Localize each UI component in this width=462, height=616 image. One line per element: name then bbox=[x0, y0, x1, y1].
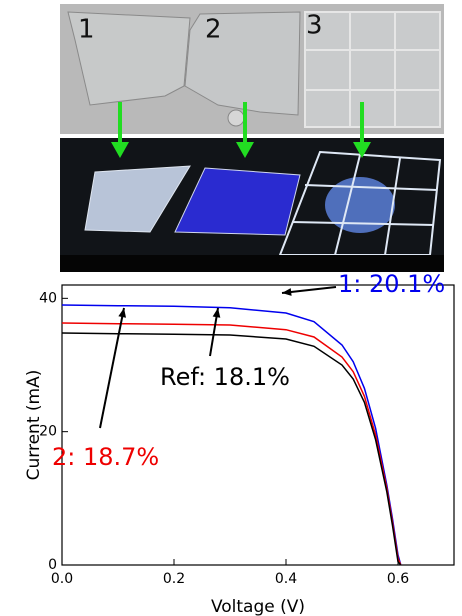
photo-label: 1 bbox=[78, 15, 95, 45]
page: {"photo_labels": ["1", "2", "3"], "chart… bbox=[0, 0, 462, 616]
x-tick-label: 0.4 bbox=[275, 571, 297, 587]
photo-label: 3 bbox=[306, 11, 323, 41]
y-tick-label: 20 bbox=[39, 424, 57, 440]
annotation: Ref: 18.1% bbox=[160, 363, 290, 391]
droplet bbox=[228, 110, 244, 126]
annotation-arrow bbox=[100, 308, 124, 428]
y-tick-label: 0 bbox=[48, 557, 57, 573]
x-axis-title: Voltage (V) bbox=[211, 597, 305, 616]
x-tick-label: 0.0 bbox=[51, 571, 73, 587]
annotation: 2: 18.7% bbox=[52, 443, 159, 471]
glass-grid bbox=[305, 12, 440, 127]
arrow-head bbox=[213, 308, 221, 318]
photo-top bbox=[60, 4, 444, 134]
arrow-head bbox=[118, 308, 126, 318]
y-tick-label: 40 bbox=[39, 290, 57, 306]
x-tick-label: 0.2 bbox=[163, 571, 185, 587]
annotation: 1: 20.1% bbox=[338, 270, 445, 298]
iv-curve bbox=[62, 305, 401, 565]
photo-bottom bbox=[60, 138, 444, 272]
x-tick-label: 0.6 bbox=[387, 571, 409, 587]
photo-label: 2 bbox=[205, 15, 222, 45]
figure: 1 2 3 Voltage (V) Current (mA) 0.00.20.4… bbox=[0, 0, 462, 616]
